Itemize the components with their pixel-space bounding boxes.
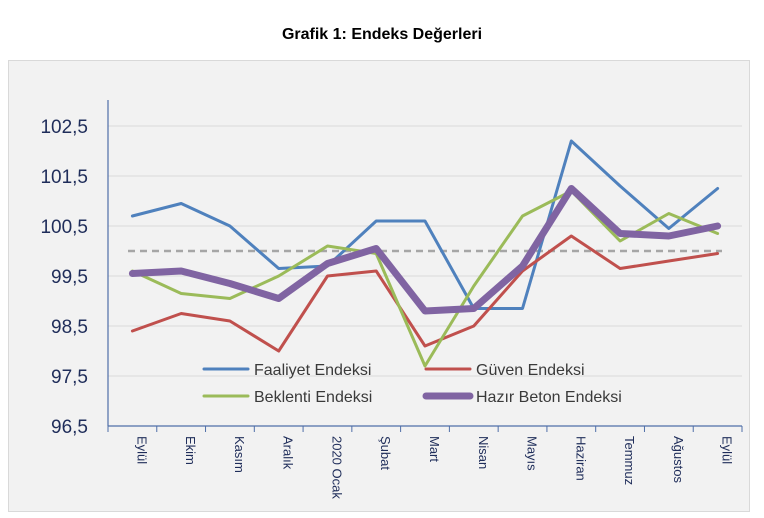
y-tick-label: 97,5 bbox=[51, 367, 88, 388]
y-tick-label: 96,5 bbox=[51, 417, 88, 438]
chart-panel bbox=[8, 60, 750, 512]
chart-title: Grafik 1: Endeks Değerleri bbox=[281, 26, 483, 43]
x-tick-label: Ağustos bbox=[671, 436, 686, 483]
x-tick-label: Kasım bbox=[232, 436, 247, 473]
legend-label: Hazır Beton Endeksi bbox=[476, 389, 622, 406]
series-line-beklenti-endeksi bbox=[130, 189, 720, 368]
x-tick-label: Eylül bbox=[134, 436, 149, 464]
legend: Faaliyet Endeksi Güven Endeksi Beklenti En… bbox=[202, 362, 622, 406]
x-tick-label: Mart bbox=[427, 436, 442, 462]
y-tick-label: 100,5 bbox=[40, 217, 88, 238]
y-tick-label: 98,5 bbox=[51, 317, 88, 338]
y-tick-labels: 102,5 101,5 100,5 99,5 98,5 97,5 96,5 bbox=[40, 117, 88, 438]
x-tick-label: Ekim bbox=[183, 436, 198, 465]
gridlines bbox=[108, 125, 742, 377]
y-tick-label: 102,5 bbox=[40, 117, 88, 138]
x-tick-label: Nisan bbox=[476, 436, 491, 469]
series-lines bbox=[128, 139, 722, 368]
x-tick-label: Mayıs bbox=[525, 436, 540, 471]
x-tick-label: Şubat bbox=[378, 436, 393, 470]
series-line-faaliyet-endeksi bbox=[130, 139, 720, 310]
x-tick-label: Temmuz bbox=[622, 436, 637, 485]
x-tick-label: Eylül bbox=[720, 436, 735, 464]
legend-label: Beklenti Endeksi bbox=[254, 389, 372, 406]
y-tick-label: 101,5 bbox=[40, 167, 88, 188]
y-tick-label: 99,5 bbox=[51, 267, 88, 288]
series-line-hazır-beton-endeksi bbox=[128, 185, 722, 315]
axes bbox=[107, 100, 743, 432]
x-tick-label: Aralık bbox=[281, 436, 296, 470]
legend-label: Faaliyet Endeksi bbox=[254, 362, 371, 379]
x-tick-labels: Eylül Ekim Kasım Aralık 2020 Ocak Şubat Mart Ni… bbox=[134, 436, 734, 499]
x-tick-label: 2020 Ocak bbox=[329, 436, 344, 499]
x-tick-label: Haziran bbox=[573, 436, 588, 481]
series-line-güven-endeksi bbox=[130, 234, 720, 353]
legend-label: Güven Endeksi bbox=[476, 362, 585, 379]
